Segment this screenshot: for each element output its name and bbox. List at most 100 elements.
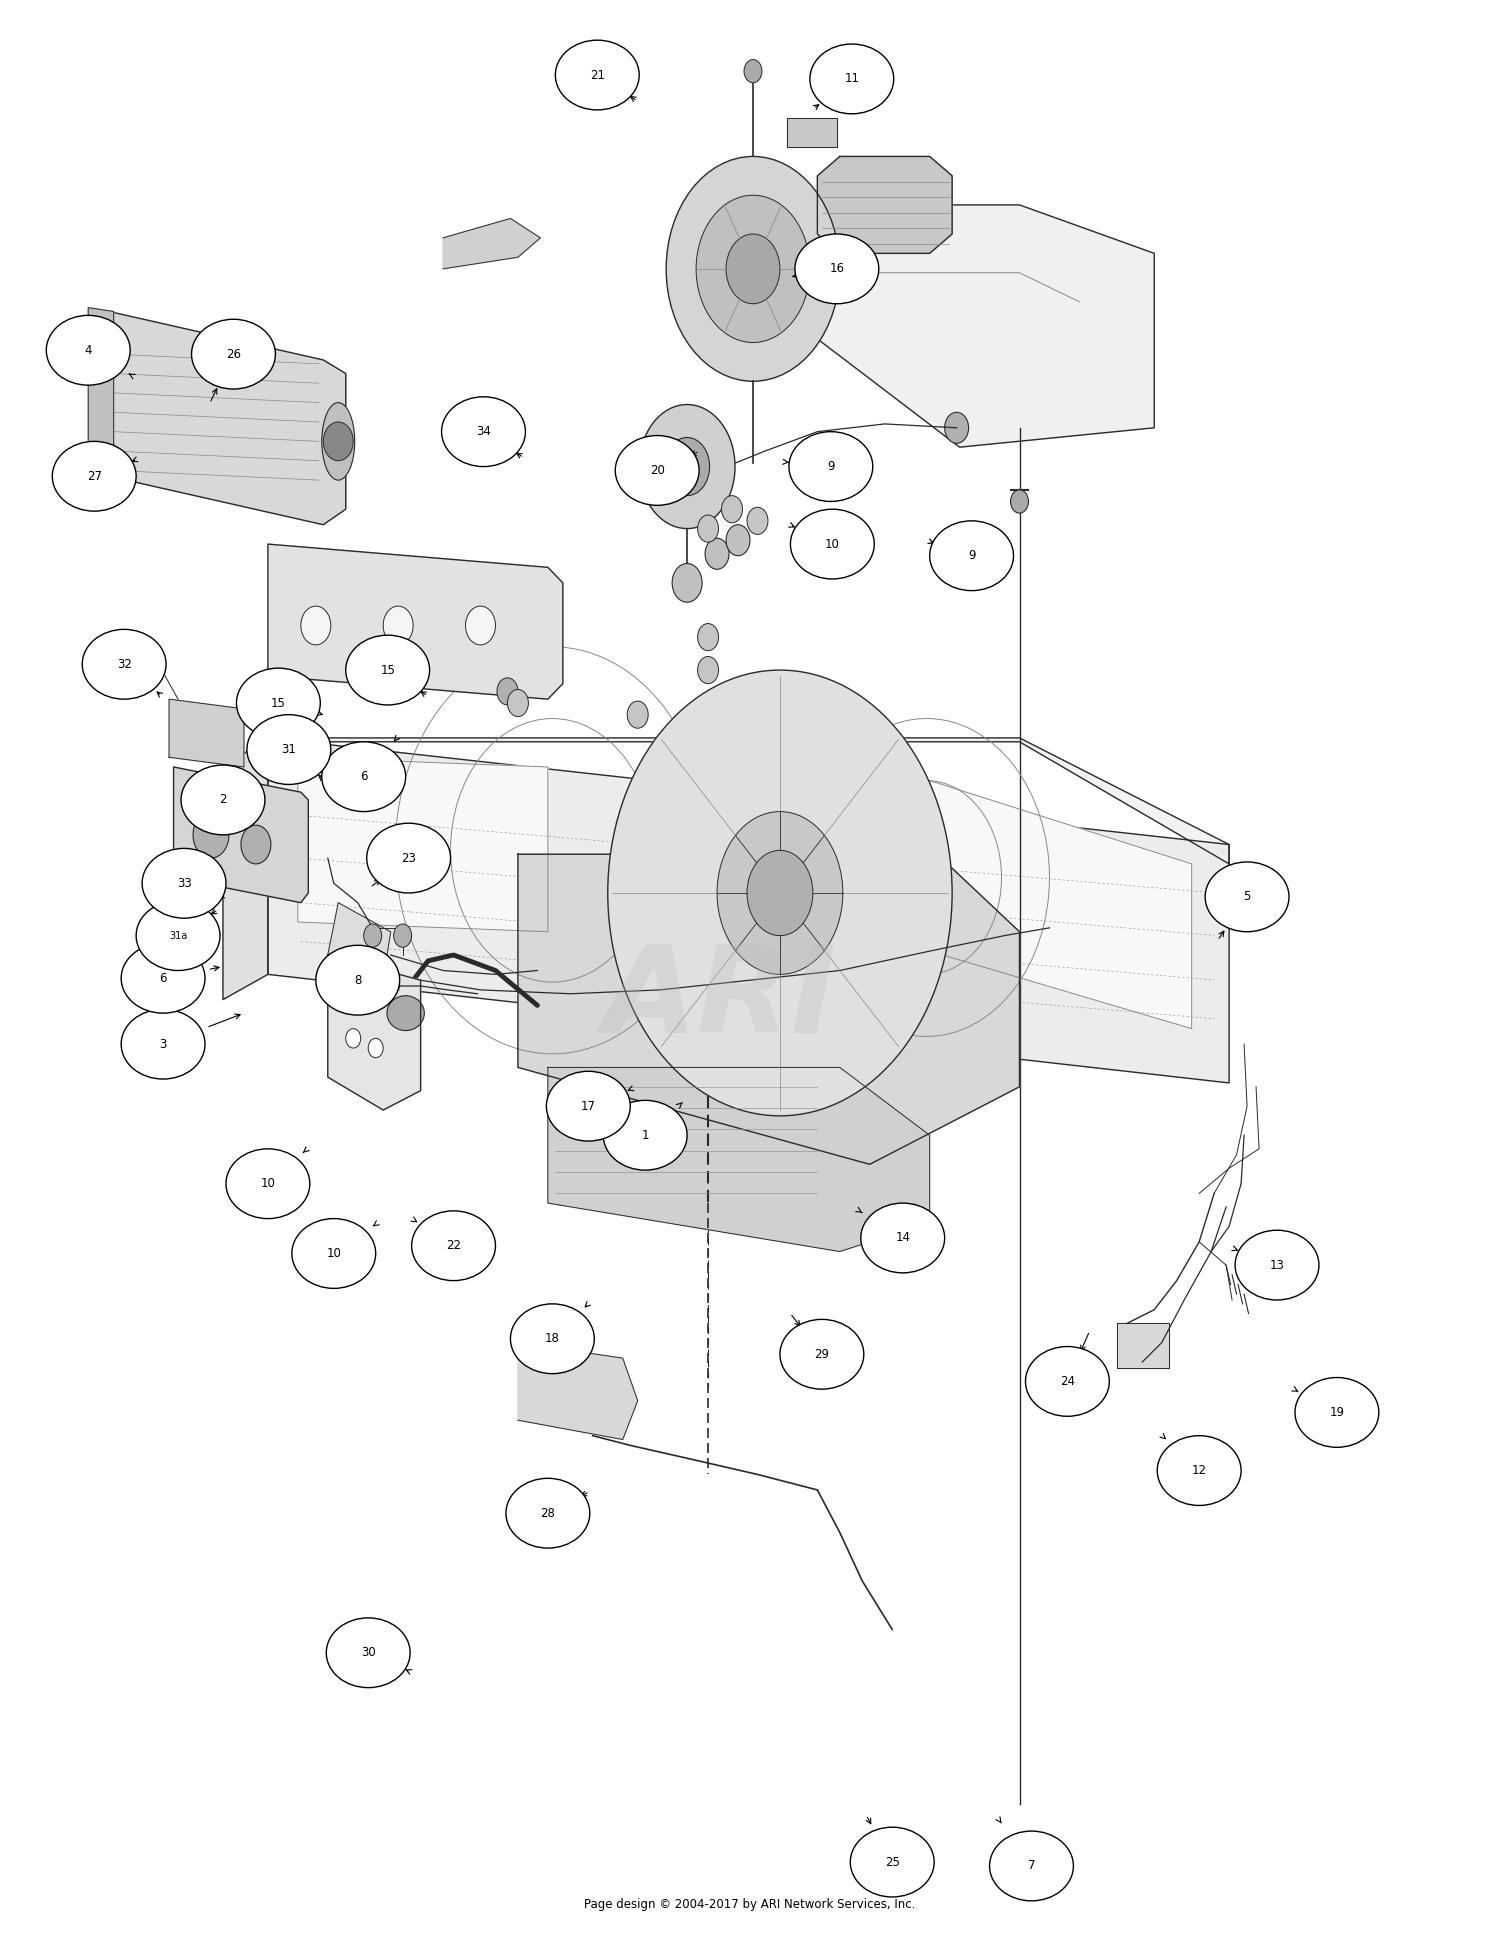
Polygon shape [705, 206, 1155, 446]
Polygon shape [518, 1343, 638, 1440]
Text: 4: 4 [84, 344, 92, 357]
Polygon shape [268, 738, 1228, 1083]
Ellipse shape [546, 1071, 630, 1141]
Text: 25: 25 [885, 1856, 900, 1869]
Ellipse shape [366, 823, 450, 893]
Circle shape [717, 811, 843, 974]
Text: 12: 12 [1191, 1464, 1206, 1477]
Ellipse shape [1234, 1231, 1318, 1300]
Polygon shape [224, 738, 268, 1000]
Ellipse shape [850, 1826, 934, 1896]
Ellipse shape [136, 901, 220, 970]
Text: 5: 5 [1244, 891, 1251, 903]
Text: 29: 29 [815, 1347, 830, 1361]
Circle shape [664, 437, 710, 495]
Text: 21: 21 [590, 68, 604, 82]
Text: 15: 15 [272, 697, 286, 710]
Circle shape [698, 514, 718, 542]
Polygon shape [788, 118, 837, 148]
Polygon shape [818, 157, 952, 254]
Circle shape [608, 670, 952, 1116]
Polygon shape [110, 311, 347, 524]
Ellipse shape [1294, 1378, 1378, 1448]
Circle shape [345, 1029, 360, 1048]
Text: 7: 7 [1028, 1859, 1035, 1873]
Text: 23: 23 [400, 852, 416, 864]
Text: 6: 6 [159, 972, 166, 984]
Text: 28: 28 [540, 1506, 555, 1520]
Ellipse shape [1156, 1436, 1240, 1506]
Circle shape [705, 538, 729, 569]
Circle shape [627, 701, 648, 728]
Ellipse shape [316, 945, 399, 1015]
Text: 11: 11 [844, 72, 859, 85]
Polygon shape [174, 767, 309, 903]
Ellipse shape [930, 520, 1014, 590]
Ellipse shape [345, 635, 429, 705]
Ellipse shape [615, 435, 699, 505]
Ellipse shape [510, 1304, 594, 1374]
Ellipse shape [142, 848, 226, 918]
Polygon shape [1118, 1324, 1168, 1368]
Ellipse shape [506, 1479, 590, 1549]
Text: 18: 18 [544, 1332, 560, 1345]
Circle shape [496, 677, 517, 705]
Text: 3: 3 [159, 1038, 166, 1050]
Text: 22: 22 [446, 1238, 460, 1252]
Polygon shape [442, 219, 540, 270]
Text: 9: 9 [827, 460, 834, 474]
Text: 2: 2 [219, 794, 226, 806]
Circle shape [507, 689, 528, 716]
Ellipse shape [248, 714, 332, 784]
Ellipse shape [780, 1320, 864, 1390]
Ellipse shape [122, 1009, 206, 1079]
Polygon shape [328, 903, 390, 980]
Text: 8: 8 [354, 974, 362, 986]
Ellipse shape [990, 1830, 1074, 1900]
Circle shape [672, 563, 702, 602]
Text: 10: 10 [261, 1176, 276, 1190]
Ellipse shape [790, 509, 874, 578]
Circle shape [194, 811, 230, 858]
Polygon shape [328, 955, 420, 1110]
Circle shape [363, 924, 381, 947]
Circle shape [382, 606, 412, 644]
Circle shape [744, 60, 762, 83]
Text: 17: 17 [580, 1101, 596, 1112]
Text: 20: 20 [650, 464, 664, 477]
Circle shape [666, 157, 840, 380]
Circle shape [242, 825, 272, 864]
Ellipse shape [861, 1203, 945, 1273]
Circle shape [726, 235, 780, 303]
Text: 16: 16 [830, 262, 844, 276]
Ellipse shape [53, 441, 136, 510]
Ellipse shape [603, 1101, 687, 1170]
Polygon shape [268, 738, 1228, 864]
Text: 34: 34 [476, 425, 490, 439]
Text: 31a: 31a [170, 930, 188, 941]
Ellipse shape [237, 668, 321, 738]
Text: 10: 10 [327, 1246, 340, 1260]
Circle shape [324, 421, 352, 460]
Text: 30: 30 [362, 1646, 375, 1660]
Circle shape [698, 623, 718, 650]
Ellipse shape [292, 1219, 375, 1289]
Text: 33: 33 [177, 877, 192, 889]
Text: 26: 26 [226, 347, 242, 361]
Text: 31: 31 [282, 743, 297, 757]
Polygon shape [548, 1068, 930, 1252]
Ellipse shape [327, 1619, 410, 1687]
Text: 19: 19 [1329, 1405, 1344, 1419]
Ellipse shape [1026, 1347, 1110, 1417]
Text: 1: 1 [642, 1130, 650, 1141]
Ellipse shape [387, 996, 424, 1031]
Text: ARI: ARI [603, 941, 837, 1058]
Circle shape [302, 606, 332, 644]
Circle shape [726, 524, 750, 555]
Ellipse shape [46, 314, 130, 384]
Circle shape [393, 924, 411, 947]
Circle shape [698, 656, 718, 683]
Polygon shape [298, 757, 548, 932]
Ellipse shape [192, 318, 276, 388]
Circle shape [350, 980, 364, 1000]
